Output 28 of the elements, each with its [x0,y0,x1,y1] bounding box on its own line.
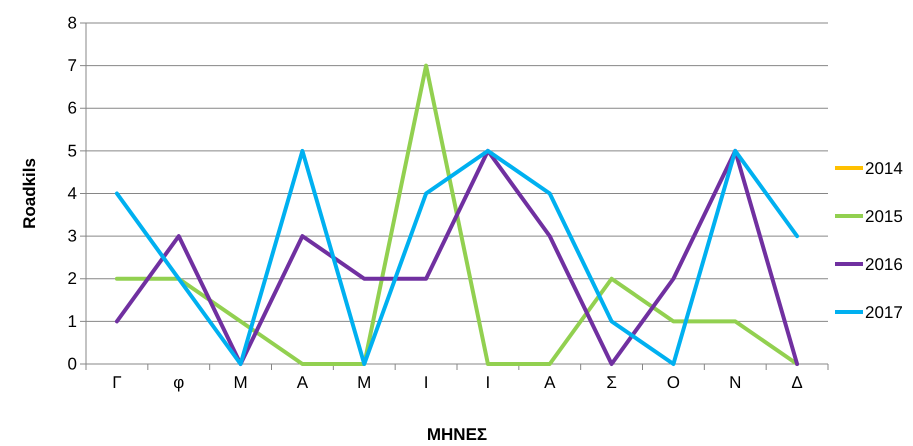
y-axis-title: Roadkils [20,158,39,229]
x-tick-label: Σ [606,373,617,392]
x-tick-label: Μ [233,373,248,392]
x-tick-label: Δ [791,373,803,392]
x-tick-label: Γ [112,373,122,392]
x-tick-label: Α [544,373,556,392]
legend-label: 2017 [865,303,903,322]
y-tick-label: 6 [68,98,77,118]
x-tick-label: Α [296,373,309,392]
y-tick-label: 3 [68,226,77,246]
x-tick-label: Ι [424,373,428,392]
legend-label: 2016 [865,255,903,274]
y-tick-label: 4 [68,184,77,203]
x-tick-label: Μ [357,373,372,392]
x-tick-label: Ι [486,373,490,392]
x-axis-title: ΜΗΝΕΣ [426,425,488,444]
y-tick-label: 1 [68,312,77,331]
y-tick-label: 0 [68,354,77,374]
y-tick-label: 2 [68,269,77,288]
legend-label: 2014 [865,159,903,178]
y-tick-label: 8 [68,13,77,32]
x-tick-label: φ [173,373,184,392]
x-tick-label: Ο [666,373,680,392]
x-tick-label: Ν [729,373,742,392]
line-series [114,148,800,366]
y-tick-label: 5 [68,141,77,160]
legend-label: 2015 [865,207,903,226]
y-tick-label: 7 [68,56,77,76]
